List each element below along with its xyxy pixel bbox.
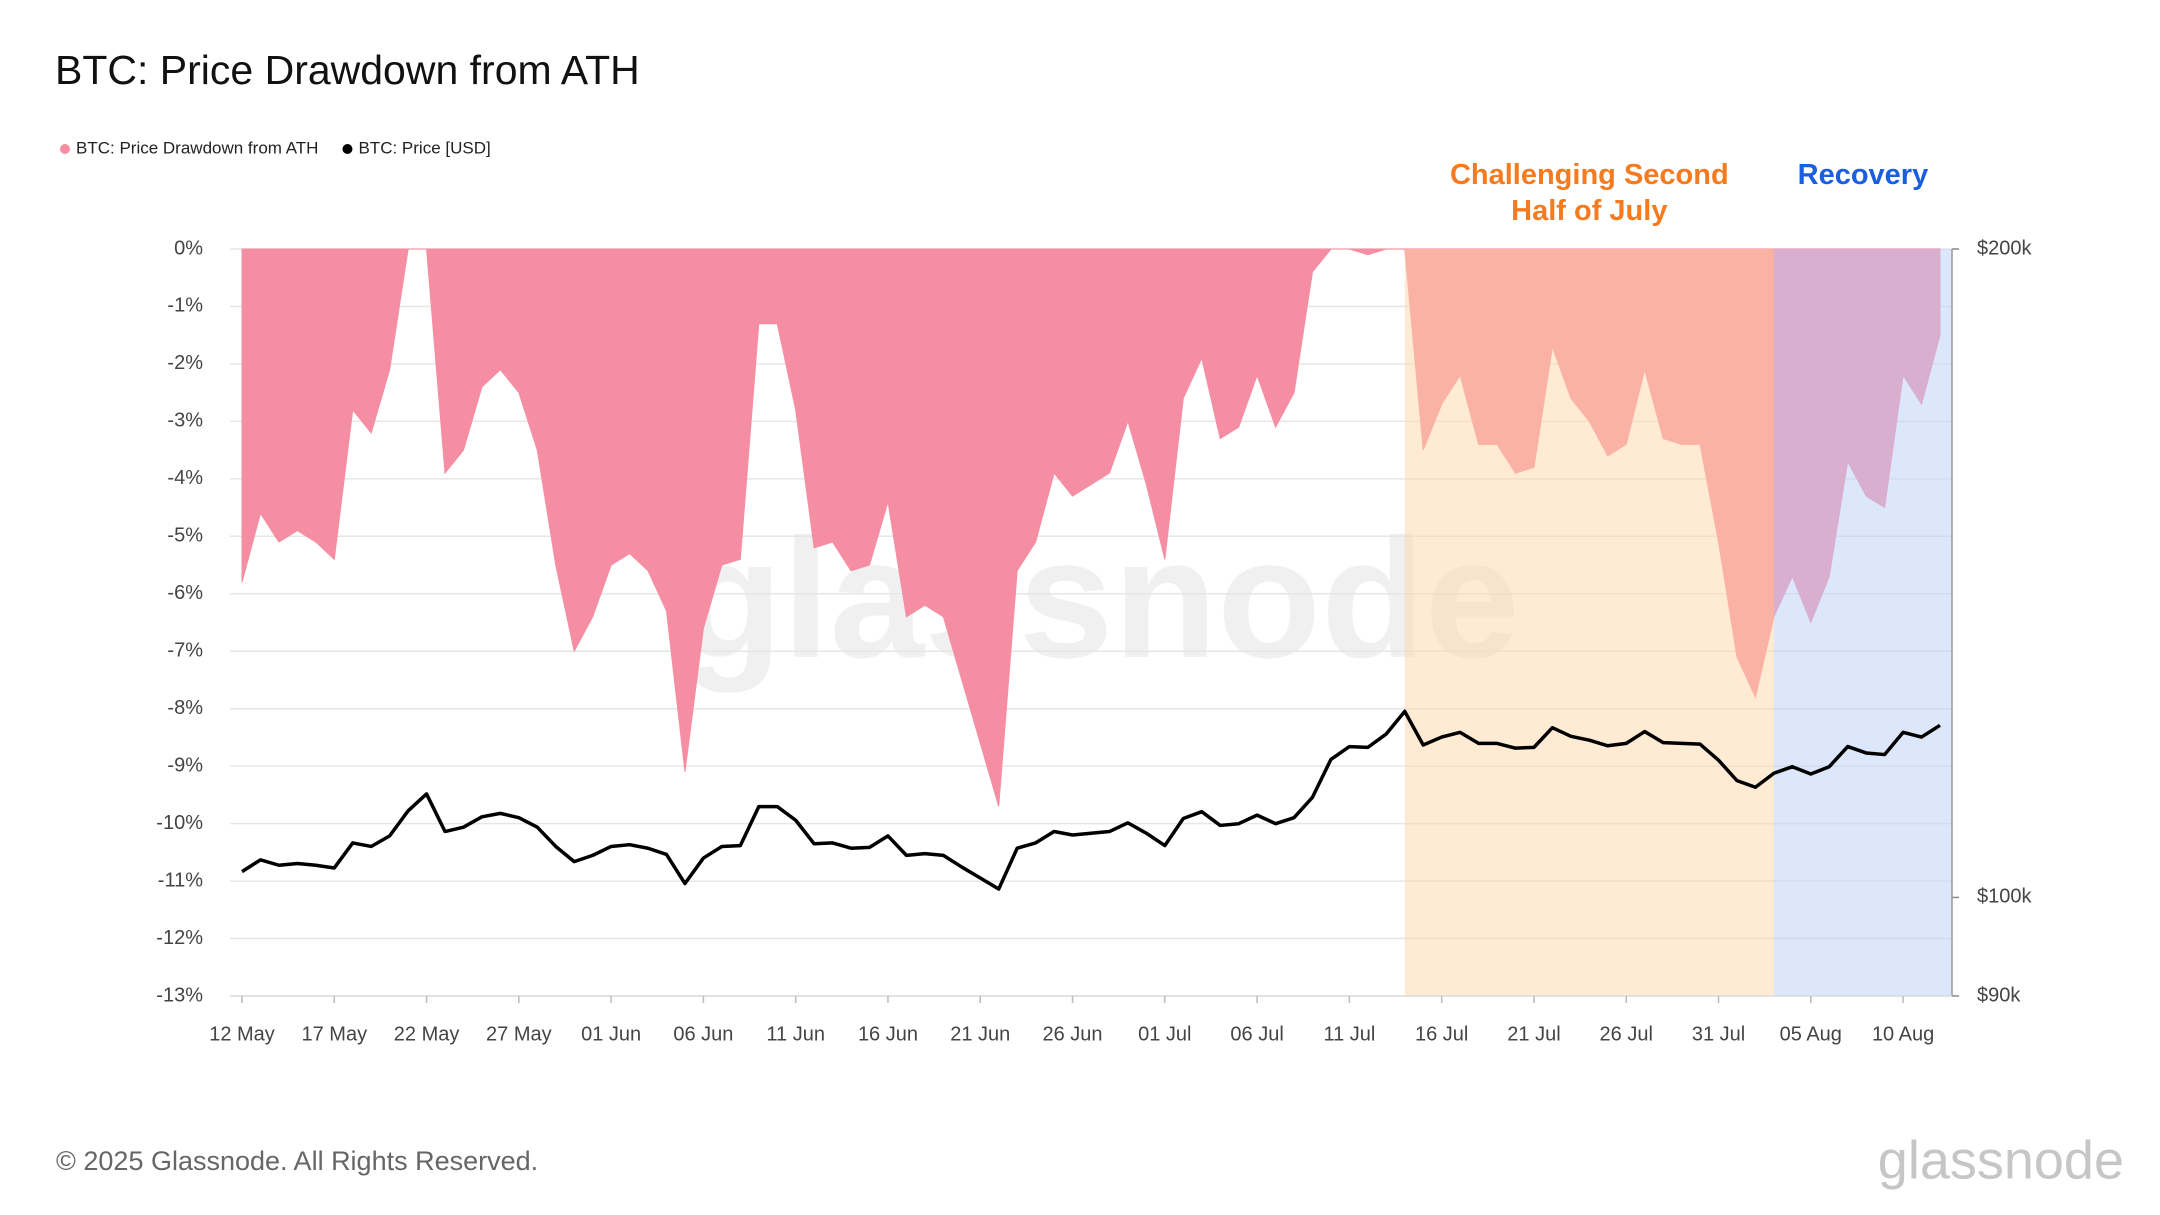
y-tick-label: -12% xyxy=(156,927,203,949)
chart-title: BTC: Price Drawdown from ATH xyxy=(55,47,640,93)
y2-tick-label: $100k xyxy=(1977,886,2032,908)
x-tick-label: 26 Jun xyxy=(1043,1023,1103,1045)
x-tick-label: 10 Aug xyxy=(1872,1023,1934,1045)
x-tick-label: 22 May xyxy=(394,1023,460,1045)
x-tick-label: 11 Jun xyxy=(766,1023,825,1045)
footer: © 2025 Glassnode. All Rights Reserved. xyxy=(56,1146,538,1176)
x-tick-label: 01 Jul xyxy=(1138,1023,1191,1045)
annotation-label: Recovery xyxy=(1797,159,1929,191)
x-tick-label: 01 Jun xyxy=(581,1023,641,1045)
y2-tick-label: $90k xyxy=(1977,984,2021,1006)
y-tick-label: -2% xyxy=(167,352,203,374)
annotation-label: Challenging Second Half of July xyxy=(1449,159,1729,227)
x-tick-label: 16 Jul xyxy=(1415,1023,1468,1045)
legend-marker xyxy=(60,144,70,154)
y-tick-label: -13% xyxy=(156,984,203,1006)
y-tick-label: -6% xyxy=(167,582,203,604)
legend-label: BTC: Price [USD] xyxy=(358,138,490,157)
x-tick-label: 21 Jul xyxy=(1507,1023,1560,1045)
y2-tick-label: $200k xyxy=(1977,237,2032,259)
x-tick-label: 05 Aug xyxy=(1780,1023,1842,1045)
y-tick-label: -11% xyxy=(158,869,203,891)
x-tick-label: 26 Jul xyxy=(1600,1023,1653,1045)
y-tick-label: -1% xyxy=(167,295,203,317)
axes: 0% -1% -2% -3% -4% -5% -6% -7% -8% -9% -10% -11% -12… xyxy=(156,237,2032,1045)
legend-label: BTC: Price Drawdown from ATH xyxy=(76,138,318,157)
x-tick-label: 16 Jun xyxy=(858,1023,918,1045)
y-tick-label: -4% xyxy=(167,467,203,489)
x-tick-label: 27 May xyxy=(486,1023,552,1045)
y-tick-label: -3% xyxy=(167,410,203,432)
x-tick-label: 11 Jul xyxy=(1323,1023,1375,1045)
x-tick-label: 31 Jul xyxy=(1692,1023,1745,1045)
highlight-region xyxy=(1773,249,1952,996)
y-tick-label: 0% xyxy=(174,237,203,259)
x-tick-label: 17 May xyxy=(301,1023,367,1045)
x-tick-label: 21 Jun xyxy=(950,1023,1010,1045)
y-tick-label: -9% xyxy=(167,754,203,776)
highlight-region xyxy=(1404,249,1774,996)
x-tick-label: 06 Jun xyxy=(673,1023,733,1045)
plot xyxy=(241,248,1952,996)
watermark: glassnode xyxy=(679,504,1520,694)
price-line xyxy=(241,709,1941,891)
logo: glassnode xyxy=(1878,1130,2124,1190)
y-tick-label: -7% xyxy=(167,640,203,662)
y-tick-label: -10% xyxy=(156,812,203,834)
x-tick-label: 12 May xyxy=(209,1023,275,1045)
legend-marker xyxy=(342,144,353,154)
y-tick-label: -8% xyxy=(167,697,203,719)
y-tick-label: -5% xyxy=(167,525,203,547)
x-tick-label: 06 Jul xyxy=(1230,1023,1283,1045)
